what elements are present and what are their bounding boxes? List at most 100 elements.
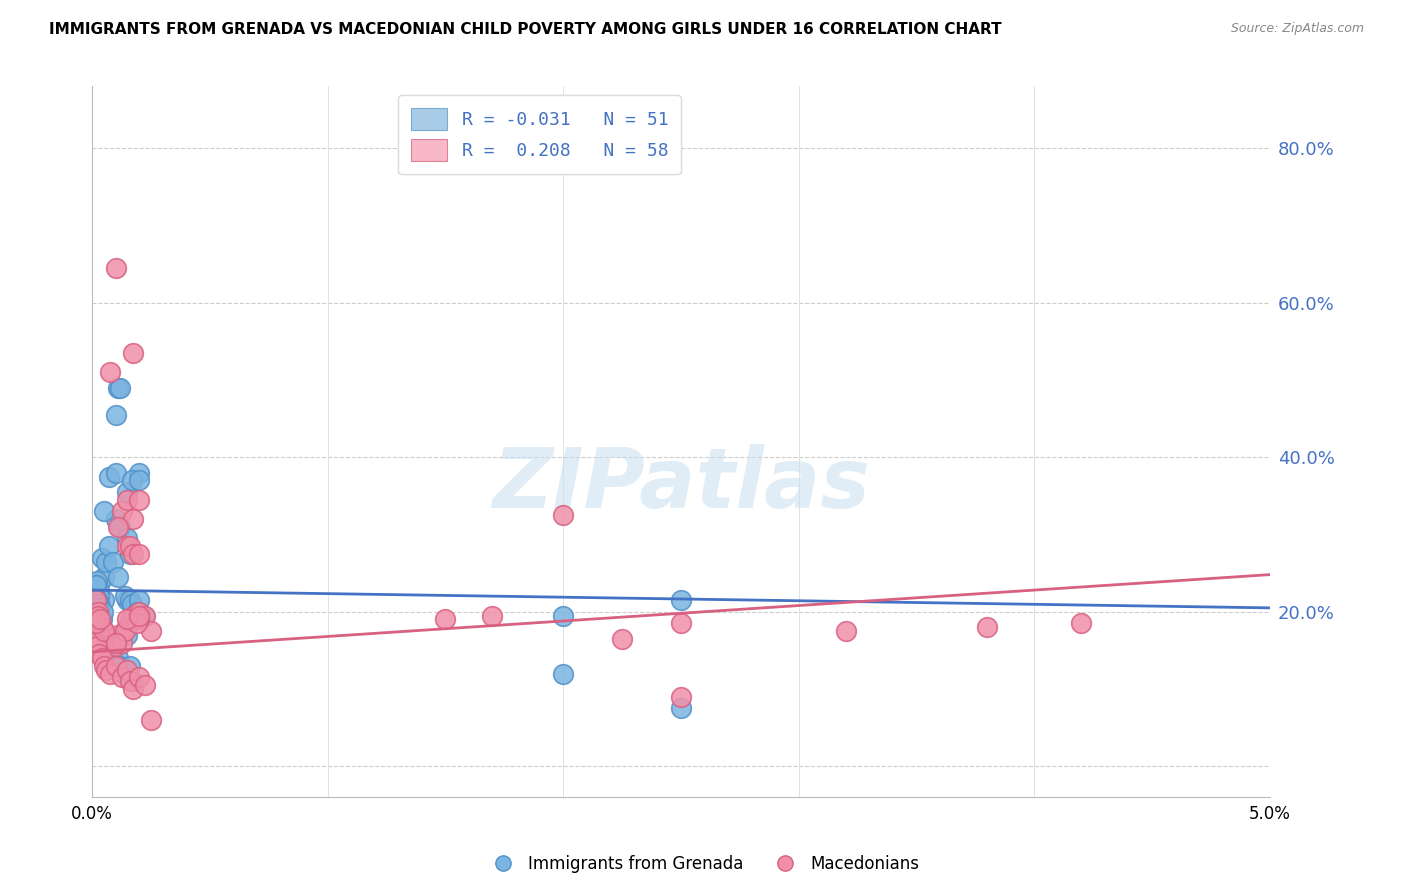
Point (434, 612, 457, 626)
Point (118, 612, 141, 626)
Point (96, 635, 118, 649)
Point (1070, 616, 1092, 631)
Point (93, 570, 115, 584)
Point (834, 624, 856, 638)
Point (110, 635, 132, 649)
Point (93, 504, 115, 518)
Point (117, 593, 139, 607)
Point (121, 597, 143, 611)
Point (93, 593, 115, 607)
Point (128, 593, 150, 607)
Point (118, 539, 141, 553)
Point (83, 635, 105, 649)
Point (107, 381, 129, 395)
Point (107, 520, 129, 534)
Point (107, 651, 129, 665)
Point (104, 658, 127, 673)
Point (97, 643, 120, 657)
Point (117, 532, 139, 546)
Point (553, 508, 575, 523)
Point (117, 663, 139, 677)
Point (118, 593, 141, 607)
Point (91, 605, 114, 619)
Point (117, 628, 139, 642)
Point (96, 554, 118, 568)
Point (553, 666, 575, 681)
Point (122, 346, 145, 360)
Point (139, 624, 162, 638)
Point (114, 589, 136, 603)
Point (86, 574, 108, 588)
Point (118, 658, 141, 673)
Point (121, 474, 143, 488)
Point (125, 605, 148, 619)
Point (87, 605, 110, 619)
Point (669, 593, 692, 607)
Point (86, 640, 108, 654)
Point (669, 616, 692, 631)
Point (93, 624, 115, 638)
Point (669, 690, 692, 704)
Point (117, 620, 139, 634)
Point (87, 608, 110, 623)
Point (90, 620, 112, 634)
Point (114, 624, 136, 638)
Point (122, 608, 145, 623)
Point (134, 608, 156, 623)
Point (117, 492, 139, 507)
Text: IMMIGRANTS FROM GRENADA VS MACEDONIAN CHILD POVERTY AMONG GIRLS UNDER 16 CORRELA: IMMIGRANTS FROM GRENADA VS MACEDONIAN CH… (49, 22, 1002, 37)
Point (117, 612, 139, 626)
Point (90, 612, 112, 626)
Point (103, 554, 125, 568)
Point (96, 663, 118, 677)
Point (128, 605, 150, 619)
Point (128, 670, 150, 684)
Point (134, 678, 156, 692)
Point (89, 647, 111, 661)
Point (117, 539, 139, 553)
Point (121, 674, 143, 689)
Point (122, 547, 145, 561)
Point (139, 713, 162, 727)
Point (98, 632, 121, 646)
Point (107, 570, 129, 584)
Point (104, 408, 127, 422)
Point (122, 512, 145, 526)
Point (128, 547, 150, 561)
Point (84, 593, 107, 607)
Point (118, 674, 141, 689)
Point (976, 620, 998, 634)
Point (84, 616, 107, 631)
Point (89, 612, 111, 626)
Point (110, 520, 132, 534)
Point (104, 635, 127, 649)
Point (122, 681, 145, 696)
Point (86, 593, 108, 607)
Point (93, 658, 115, 673)
Point (128, 612, 150, 626)
Point (104, 640, 127, 654)
Point (669, 701, 692, 715)
Text: Source: ZipAtlas.com: Source: ZipAtlas.com (1230, 22, 1364, 36)
Point (89, 589, 111, 603)
Point (610, 632, 633, 646)
Point (553, 608, 575, 623)
Point (89, 577, 111, 591)
Point (132, 608, 155, 623)
Point (97, 539, 120, 553)
Point (107, 628, 129, 642)
Point (110, 381, 132, 395)
Point (110, 658, 132, 673)
Point (90, 651, 112, 665)
Point (128, 492, 150, 507)
Point (89, 600, 111, 615)
Point (114, 666, 136, 681)
Point (104, 635, 127, 649)
Point (93, 628, 115, 642)
Point (96, 628, 118, 642)
Point (97, 469, 120, 483)
Legend: R = -0.031   N = 51, R =  0.208   N = 58: R = -0.031 N = 51, R = 0.208 N = 58 (398, 95, 681, 174)
Point (98, 365, 121, 379)
Point (125, 616, 148, 631)
Legend: Immigrants from Grenada, Macedonians: Immigrants from Grenada, Macedonians (479, 848, 927, 880)
